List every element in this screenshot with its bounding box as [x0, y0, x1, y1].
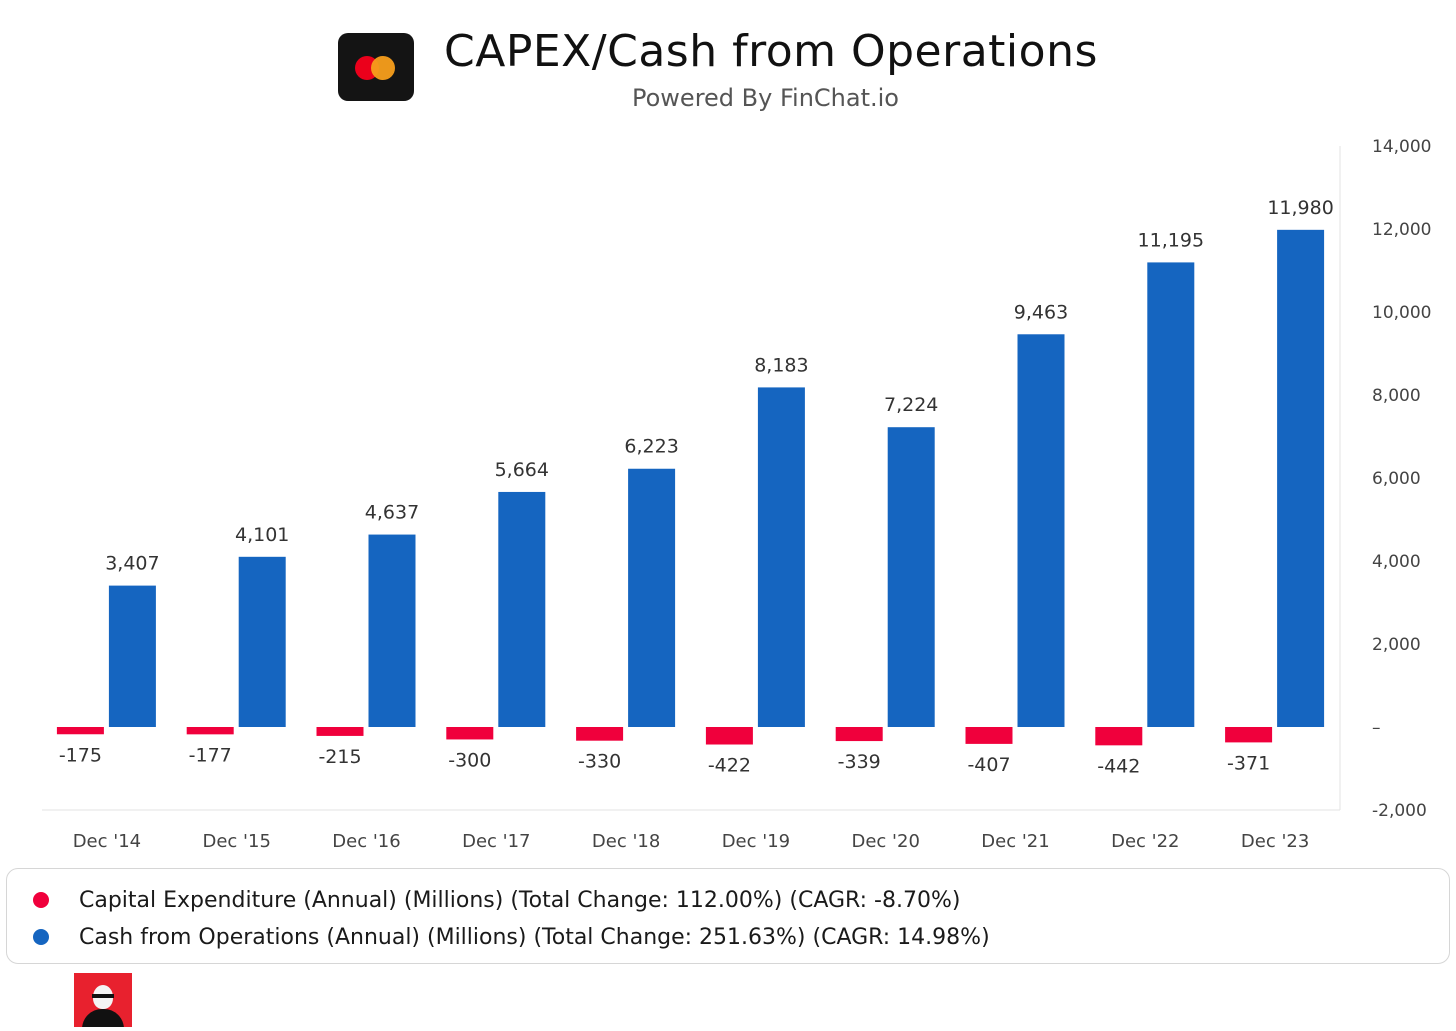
cfo-data-label: 11,195: [1138, 229, 1204, 251]
x-tick-label: Dec '20: [851, 831, 919, 852]
portrait-badge-icon: [74, 973, 132, 1027]
capex-bar: [446, 727, 494, 740]
x-tick-label: Dec '18: [592, 831, 660, 852]
capex-bar: [1225, 727, 1273, 743]
capex-data-label: -407: [967, 754, 1010, 776]
cfo-data-label: 11,980: [1267, 197, 1333, 219]
y-tick-label: 2,000: [1372, 635, 1421, 655]
x-tick-label: Dec '15: [202, 831, 270, 852]
chart-legend: Capital Expenditure (Annual) (Millions) …: [6, 868, 1450, 964]
y-tick-label: 6,000: [1372, 469, 1421, 489]
x-tick-label: Dec '22: [1111, 831, 1179, 852]
cfo-bar: [1017, 334, 1065, 727]
x-tick-label: Dec '21: [981, 831, 1049, 852]
capex-data-label: -177: [189, 744, 232, 766]
cfo-bar: [368, 534, 416, 727]
cfo-data-label: 3,407: [105, 553, 159, 575]
capex-data-label: -215: [318, 746, 361, 768]
capex-data-label: -422: [708, 755, 751, 777]
capex-data-label: -339: [838, 751, 881, 773]
x-tick-label: Dec '14: [73, 831, 141, 852]
capex-bar: [705, 727, 753, 745]
cfo-data-label: 8,183: [754, 354, 808, 376]
y-tick-label: 8,000: [1372, 386, 1421, 406]
logo-orange-circle: [371, 56, 395, 80]
capex-bar: [835, 727, 883, 742]
cfo-data-label: 7,224: [884, 394, 938, 416]
capex-data-label: -175: [59, 744, 102, 766]
y-tick-label: 4,000: [1372, 552, 1421, 572]
bar-chart: -2,000 – 2,000 4,000 6,000 8,000 10,000 12,000 1…: [42, 137, 1431, 852]
cfo-bar: [887, 427, 935, 727]
capex-bar: [1095, 727, 1143, 746]
capex-bar: [965, 727, 1013, 744]
cfo-data-label: 4,101: [235, 524, 289, 546]
cfo-bar: [498, 491, 546, 727]
capex-data-label: -300: [448, 749, 491, 771]
capex-data-label: -371: [1227, 752, 1270, 774]
y-tick-label: 12,000: [1372, 220, 1431, 240]
y-tick-label: 14,000: [1372, 137, 1431, 157]
chart-subtitle: Powered By FinChat.io: [632, 84, 899, 112]
legend-label-capex: Capital Expenditure (Annual) (Millions) …: [79, 887, 961, 913]
legend-item-capex[interactable]: Capital Expenditure (Annual) (Millions) …: [33, 882, 960, 918]
cfo-bar: [757, 387, 805, 727]
mastercard-logo-icon: [338, 33, 414, 101]
x-tick-label: Dec '23: [1241, 831, 1309, 852]
capex-bar: [316, 727, 364, 736]
cfo-bar: [1277, 229, 1325, 727]
y-tick-label: –: [1372, 718, 1381, 738]
legend-marker-cfo: [33, 929, 49, 945]
x-tick-label: Dec '17: [462, 831, 530, 852]
cfo-data-label: 6,223: [624, 436, 678, 458]
cfo-bar: [238, 556, 286, 727]
capex-data-label: -442: [1097, 755, 1140, 777]
x-tick-label: Dec '19: [722, 831, 790, 852]
cfo-bar: [108, 585, 156, 727]
cfo-bar: [1147, 262, 1195, 727]
y-tick-label: -2,000: [1372, 801, 1427, 821]
capex-bar: [56, 727, 104, 735]
cfo-data-label: 4,637: [365, 502, 419, 524]
cfo-bar: [628, 468, 676, 727]
y-tick-label: 10,000: [1372, 303, 1431, 323]
legend-marker-capex: [33, 892, 49, 908]
cfo-data-label: 9,463: [1014, 301, 1068, 323]
legend-label-cfo: Cash from Operations (Annual) (Millions)…: [79, 924, 990, 950]
capex-bar: [186, 727, 234, 735]
capex-data-label: -330: [578, 751, 621, 773]
legend-item-cfo[interactable]: Cash from Operations (Annual) (Millions)…: [33, 919, 990, 955]
cfo-data-label: 5,664: [495, 459, 549, 481]
capex-bar: [576, 727, 624, 741]
x-tick-label: Dec '16: [332, 831, 400, 852]
chart-title: CAPEX/Cash from Operations: [444, 26, 1098, 77]
